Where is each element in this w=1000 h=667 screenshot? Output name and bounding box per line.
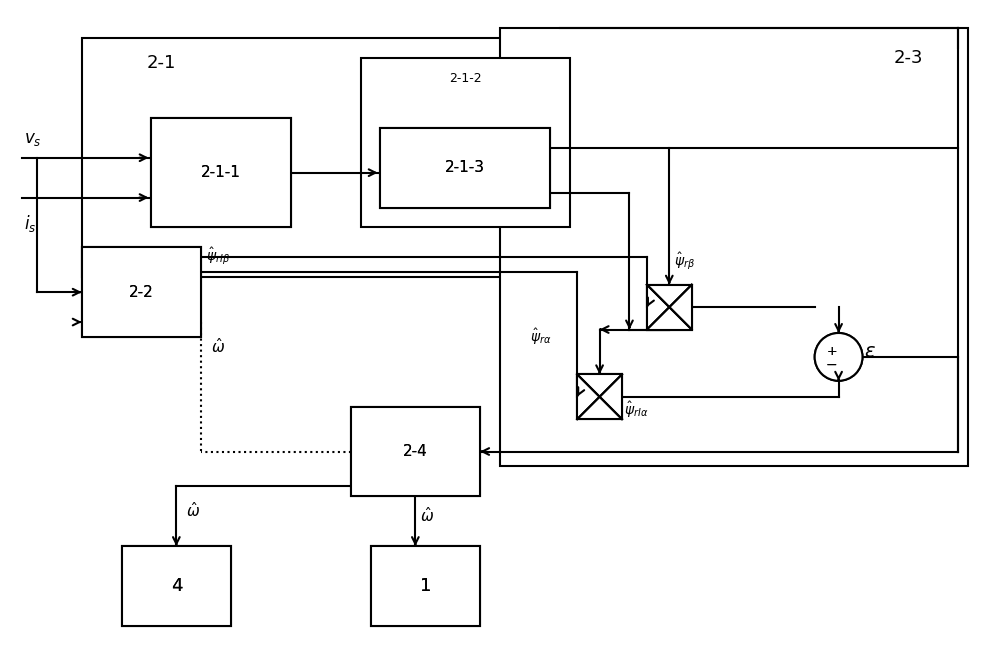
- Text: 2-3: 2-3: [894, 49, 923, 67]
- Text: 2-1-2: 2-1-2: [449, 71, 481, 85]
- Bar: [647, 285, 692, 329]
- Bar: [82, 38, 580, 277]
- Text: 2-1-3: 2-1-3: [445, 160, 485, 175]
- Text: 4: 4: [171, 577, 182, 595]
- Text: $\hat{\psi}_{rI\beta}$: $\hat{\psi}_{rI\beta}$: [206, 245, 230, 267]
- Text: 1: 1: [420, 577, 431, 595]
- Text: $\hat{\omega}$: $\hat{\omega}$: [186, 502, 200, 520]
- Text: 2-1-1: 2-1-1: [201, 165, 241, 180]
- Bar: [371, 546, 480, 626]
- Text: $\hat{\psi}_{rI\alpha}$: $\hat{\psi}_{rI\alpha}$: [624, 400, 649, 420]
- Text: −: −: [826, 358, 837, 372]
- Text: 2-1-1: 2-1-1: [201, 165, 241, 180]
- Circle shape: [815, 333, 862, 381]
- Text: $i_s$: $i_s$: [24, 213, 36, 233]
- Bar: [380, 128, 550, 207]
- Bar: [361, 58, 570, 227]
- Text: $v_s$: $v_s$: [24, 130, 42, 148]
- Bar: [577, 374, 622, 419]
- Bar: [351, 407, 480, 496]
- Text: 2-2: 2-2: [129, 285, 154, 299]
- Text: 2-4: 2-4: [403, 444, 428, 459]
- Bar: [371, 546, 480, 626]
- Bar: [351, 407, 480, 496]
- Text: 2-2: 2-2: [129, 285, 154, 299]
- Bar: [82, 247, 201, 337]
- Bar: [151, 118, 291, 227]
- Text: 4: 4: [171, 577, 182, 595]
- Bar: [500, 28, 968, 466]
- Text: +: +: [826, 346, 837, 358]
- Bar: [122, 546, 231, 626]
- Text: 2-4: 2-4: [403, 444, 428, 459]
- Text: $\hat{\psi}_{r\beta}$: $\hat{\psi}_{r\beta}$: [674, 251, 695, 272]
- Text: $\varepsilon$: $\varepsilon$: [864, 342, 876, 362]
- Text: 2-1-3: 2-1-3: [445, 160, 485, 175]
- Bar: [122, 546, 231, 626]
- Text: −: −: [826, 358, 837, 372]
- Circle shape: [815, 333, 862, 381]
- Bar: [82, 247, 201, 337]
- Text: 1: 1: [420, 577, 431, 595]
- Bar: [647, 285, 692, 329]
- Bar: [151, 118, 291, 227]
- Text: $\hat{\omega}$: $\hat{\omega}$: [420, 506, 434, 525]
- Text: +: +: [826, 346, 837, 358]
- Text: 2-1: 2-1: [147, 54, 176, 72]
- Bar: [380, 128, 550, 207]
- Bar: [577, 374, 622, 419]
- Text: $\hat{\omega}$: $\hat{\omega}$: [211, 337, 225, 356]
- Text: $\hat{\psi}_{r\alpha}$: $\hat{\psi}_{r\alpha}$: [530, 327, 551, 347]
